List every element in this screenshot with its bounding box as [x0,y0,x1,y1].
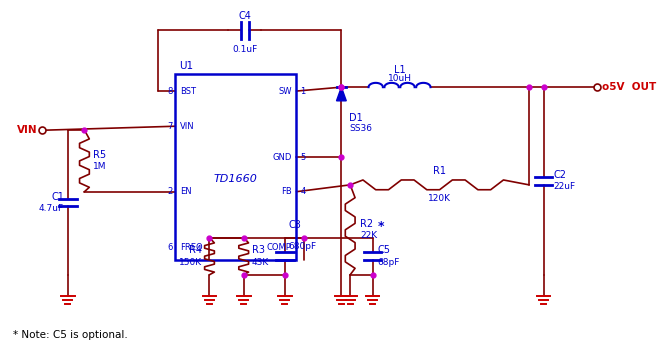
Text: 680pF: 680pF [289,242,317,251]
Text: C4: C4 [238,11,251,21]
Text: R4: R4 [189,245,201,255]
Text: * Note: C5 is optional.: * Note: C5 is optional. [13,330,128,340]
Text: o5V  OUT: o5V OUT [602,82,656,92]
Text: COMP: COMP [267,243,291,252]
Text: 10uH: 10uH [388,74,412,83]
Text: L1: L1 [394,65,406,75]
Text: GND: GND [272,153,291,162]
Text: 4.7uF: 4.7uF [39,204,64,213]
Text: TD1660: TD1660 [214,174,258,184]
Text: 1: 1 [300,86,305,96]
Text: 22K: 22K [360,231,377,240]
Text: U1: U1 [179,61,193,71]
Text: 6: 6 [167,243,172,252]
Text: 1M: 1M [93,162,107,171]
Text: C3: C3 [289,220,301,230]
Text: 0.1uF: 0.1uF [232,45,257,54]
Text: C2: C2 [554,170,566,180]
Text: VIN: VIN [180,122,195,131]
Text: 2: 2 [167,187,172,196]
Text: 43K: 43K [251,257,269,267]
Text: C1: C1 [51,192,64,202]
Text: 8: 8 [167,86,172,96]
Text: VIN: VIN [17,125,37,135]
Text: C5: C5 [378,245,391,255]
Text: SS36: SS36 [350,124,372,133]
Text: FB: FB [281,187,291,196]
Text: FREQ: FREQ [180,243,203,252]
Text: BST: BST [180,86,196,96]
Text: *: * [378,220,384,233]
Text: R1: R1 [433,166,446,176]
Text: R3: R3 [251,245,265,255]
Polygon shape [337,87,346,101]
Text: D1: D1 [350,114,363,124]
Text: 7: 7 [167,122,172,131]
Text: 5: 5 [300,153,305,162]
Text: SW: SW [278,86,291,96]
Text: 4: 4 [300,187,305,196]
Text: 68pF: 68pF [378,257,400,267]
Bar [175,75,296,260]
Text: EN: EN [180,187,192,196]
Text: 120K: 120K [428,193,451,203]
Text: R5: R5 [93,150,106,160]
Text: R2: R2 [360,219,373,229]
Text: 150K: 150K [179,257,201,267]
Text: 22uF: 22uF [554,182,576,191]
